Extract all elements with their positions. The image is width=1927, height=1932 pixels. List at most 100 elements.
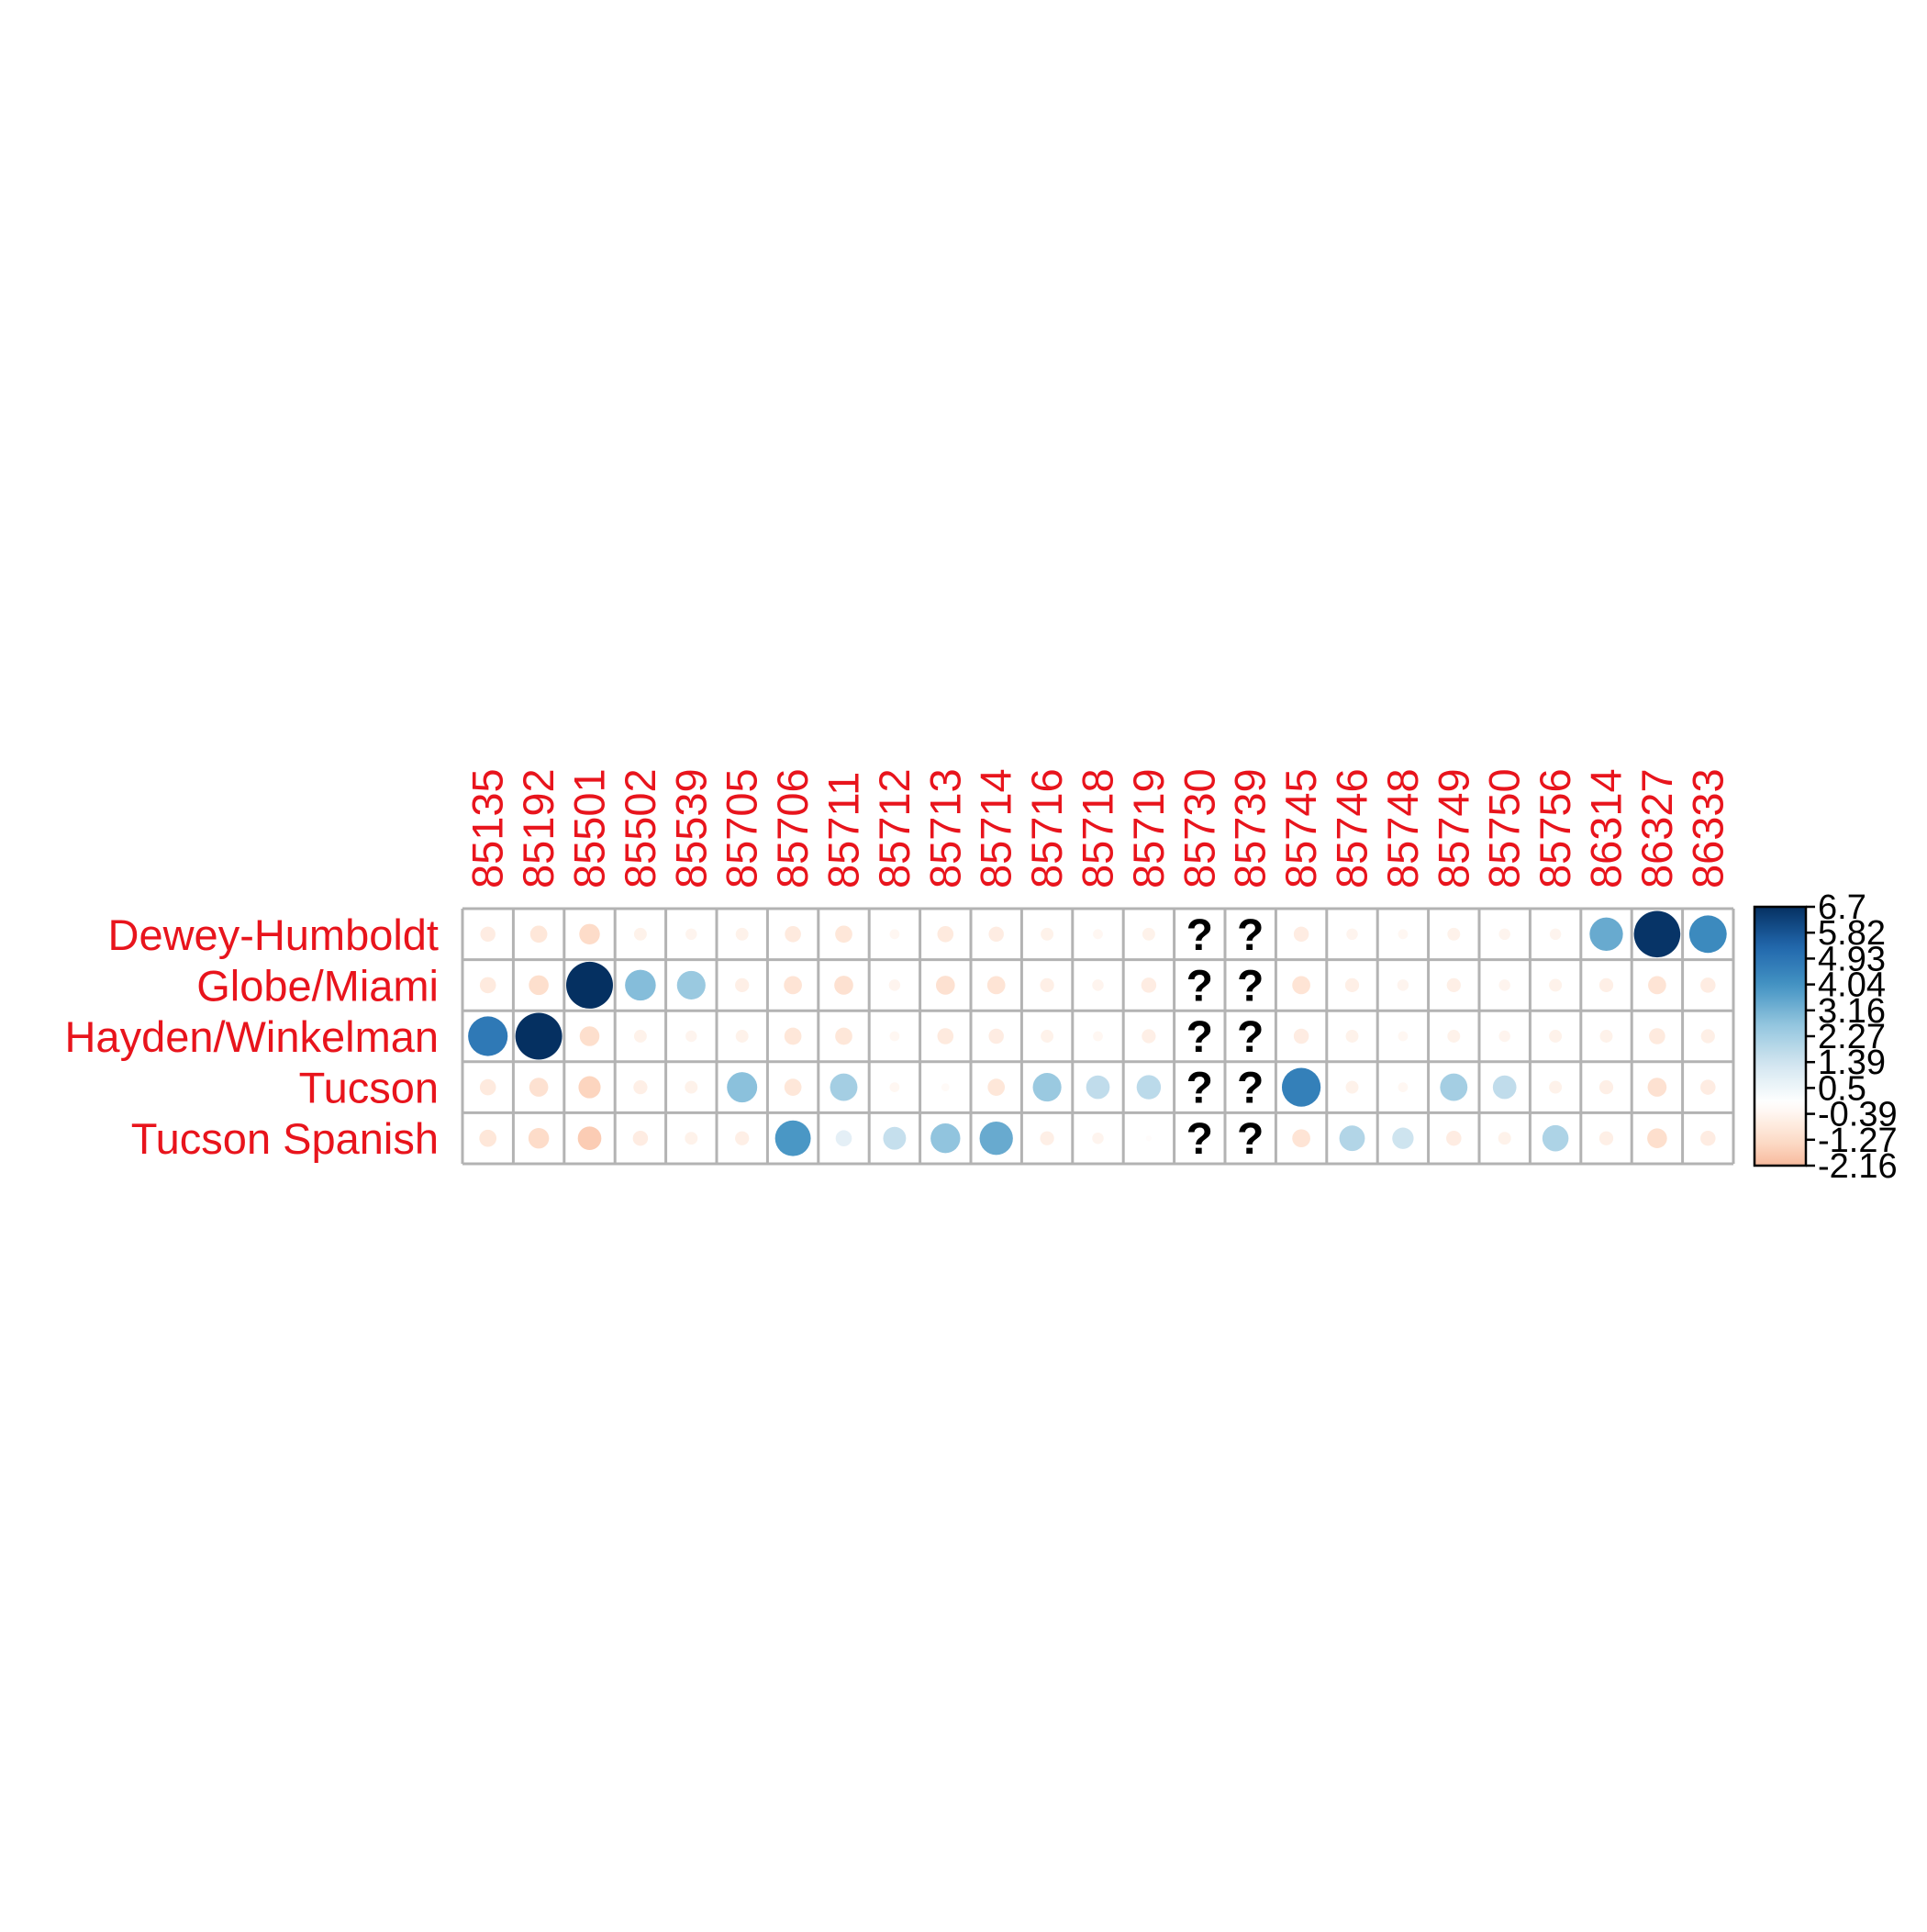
- cell-circle: [1345, 1080, 1359, 1094]
- cell-circle: [1446, 1130, 1462, 1146]
- cell-circle: [1339, 1125, 1365, 1152]
- cell-circle: [676, 970, 706, 1000]
- cell-circle: [1549, 928, 1562, 941]
- cell-circle: [1142, 927, 1155, 941]
- cell-circle: [1093, 1031, 1103, 1042]
- cell-circle: [1647, 1128, 1667, 1148]
- column-label: 85135: [463, 768, 512, 888]
- column-label: 85745: [1276, 768, 1325, 888]
- cell-circle: [1346, 928, 1358, 941]
- cell-circle: [1141, 977, 1157, 993]
- cell-circle: [1397, 979, 1409, 991]
- row-label: Dewey-Humboldt: [108, 910, 439, 959]
- cell-circle: [1647, 1078, 1667, 1097]
- cell-circle: [785, 925, 801, 943]
- column-label: 86333: [1683, 768, 1732, 888]
- cell-circle: [937, 1028, 954, 1044]
- cell-circle: [1700, 1029, 1715, 1044]
- cell-circle: [1599, 1030, 1613, 1043]
- cell-circle: [1598, 977, 1614, 993]
- cell-circle: [685, 1030, 697, 1043]
- cell-circle: [685, 928, 697, 941]
- cell-circle: [577, 1126, 602, 1151]
- cell-circle: [1398, 929, 1409, 940]
- cell-circle: [1032, 1073, 1062, 1102]
- cell-circle: [774, 1120, 811, 1156]
- cell-circle: [979, 1122, 1013, 1156]
- colorbar-tick-label: 6.7: [1818, 888, 1866, 927]
- cell-circle: [1136, 1075, 1162, 1100]
- colorbar-tick-label: 1.39: [1818, 1044, 1886, 1082]
- cell-circle: [1398, 1031, 1409, 1042]
- cell-circle: [1688, 915, 1727, 954]
- cell-circle: [1649, 1028, 1665, 1044]
- cell-layer: ??????????: [468, 910, 1727, 1164]
- cell-circle: [784, 1027, 802, 1045]
- cell-circle: [1700, 1079, 1716, 1095]
- cell-circle: [1292, 976, 1310, 995]
- cell-circle: [1549, 1030, 1563, 1043]
- cell-circle: [1589, 917, 1623, 951]
- cell-circle: [727, 1072, 758, 1103]
- missing-value-mark: ?: [1237, 1065, 1264, 1113]
- cell-circle: [830, 1073, 858, 1101]
- cell-circle: [1498, 1132, 1511, 1145]
- missing-value-mark: ?: [1186, 1115, 1213, 1164]
- cell-circle: [1292, 1129, 1310, 1148]
- cell-circle: [479, 977, 496, 994]
- cell-circle: [529, 925, 548, 944]
- cell-circle: [1549, 1080, 1563, 1094]
- colorbar-gradient: [1753, 905, 1808, 1167]
- cell-circle: [468, 1016, 508, 1056]
- colorbar-tick-label: 4.93: [1818, 940, 1886, 978]
- cell-circle: [889, 1031, 900, 1042]
- cell-circle: [735, 977, 750, 993]
- cell-circle: [566, 961, 613, 1009]
- cell-circle: [632, 1130, 649, 1146]
- cell-circle: [633, 1079, 648, 1095]
- cell-circle: [835, 1130, 852, 1147]
- cell-circle: [1700, 977, 1716, 993]
- cell-circle: [633, 927, 647, 941]
- cell-circle: [1498, 1030, 1510, 1043]
- cell-circle: [1040, 977, 1054, 993]
- row-label: Tucson: [299, 1064, 439, 1112]
- cell-circle: [579, 923, 600, 945]
- colorbar-tick-label: 5.82: [1818, 914, 1886, 953]
- cell-circle: [1040, 1131, 1054, 1145]
- cell-circle: [1446, 977, 1461, 993]
- column-label: 86327: [1632, 768, 1681, 888]
- cell-circle: [1392, 1127, 1414, 1149]
- missing-value-mark: ?: [1237, 1013, 1264, 1062]
- cell-circle: [625, 969, 656, 1001]
- cell-circle: [986, 976, 1006, 995]
- cell-circle: [1293, 1028, 1309, 1044]
- cell-circle: [1344, 977, 1360, 993]
- colorbar-tick-label: -1.27: [1818, 1122, 1898, 1160]
- missing-value-mark: ?: [1186, 1013, 1213, 1062]
- cell-circle: [1447, 927, 1461, 941]
- colorbar-tick-label: 4.04: [1818, 966, 1886, 1005]
- cell-circle: [889, 929, 900, 940]
- column-labels: 85135 85192 85501 85502 85539 85705 85706 85711…: [463, 768, 1732, 888]
- cell-circle: [988, 1028, 1004, 1044]
- column-label: 85706: [768, 768, 817, 888]
- cell-circle: [529, 975, 549, 996]
- cell-circle: [735, 927, 749, 941]
- cell-circle: [987, 1078, 1006, 1096]
- cell-circle: [515, 1012, 563, 1060]
- cell-circle: [479, 1078, 496, 1096]
- row-label: Globe/Miami: [196, 961, 439, 1010]
- cell-circle: [1041, 927, 1054, 941]
- column-label: 85730: [1175, 768, 1223, 888]
- column-label: 85719: [1124, 768, 1173, 888]
- missing-value-mark: ?: [1186, 911, 1213, 960]
- column-label: 85712: [870, 768, 919, 888]
- column-label: 85705: [718, 768, 766, 888]
- colorbar-tick-label: 2.27: [1818, 1018, 1886, 1056]
- cell-circle: [579, 1026, 600, 1046]
- cell-circle: [835, 925, 852, 944]
- row-label: Tucson Spanish: [131, 1114, 439, 1163]
- cell-circle: [1092, 979, 1104, 991]
